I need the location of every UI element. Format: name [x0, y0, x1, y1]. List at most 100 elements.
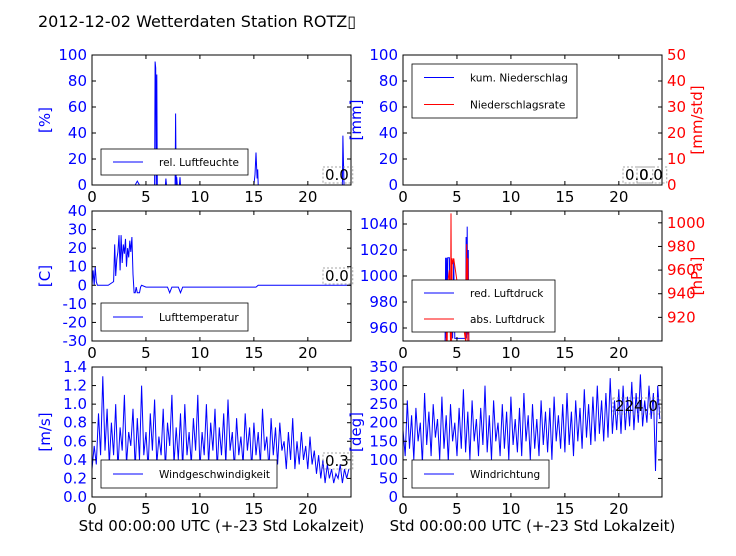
temperature-value-box-text: 0.0 — [325, 267, 349, 285]
pressure-y2-tick-label: 920 — [667, 308, 696, 326]
precipitation-y2-tick-label: 50 — [667, 46, 686, 64]
pressure-x-tick-label: 20 — [609, 344, 628, 362]
temperature-y-tick-label: 20 — [68, 239, 87, 257]
wind_speed-y-tick-label: 0.8 — [63, 414, 87, 432]
precipitation-axes-frame — [402, 54, 663, 186]
humidity-y-axis-label: [%] — [36, 107, 54, 133]
precipitation-y2-tick-label: 20 — [667, 124, 686, 142]
temperature-value-box-frame — [322, 267, 354, 285]
wind_speed-y-tick-label: 1.2 — [63, 377, 87, 395]
humidity-value-box-frame — [322, 166, 354, 184]
precipitation-value-box-text: 0.0 — [639, 166, 663, 184]
wind_speed-series-line-0 — [92, 376, 350, 484]
pressure-y2-tick-label: 940 — [667, 285, 696, 303]
wind_speed-x-tick-label: 15 — [244, 500, 263, 518]
humidity-y-tick-label: 60 — [68, 98, 87, 116]
humidity-series-line-0 — [92, 61, 351, 185]
wind_direction-x-tick-label: 20 — [609, 500, 628, 518]
temperature-y-tick-label: -30 — [63, 332, 88, 350]
temperature-x-tick-label: 0 — [87, 344, 97, 362]
wind_direction-y-axis-label: [deg] — [347, 412, 365, 452]
temperature-y-axis-label: [C] — [36, 265, 54, 287]
temperature-legend-label: Lufttemperatur — [159, 312, 239, 324]
pressure-x-tick-label: 5 — [452, 344, 462, 362]
temperature-x-tick-label: 5 — [141, 344, 151, 362]
pressure-y-tick-label: 1040 — [360, 215, 398, 233]
wind_direction-y-tick-label: 200 — [369, 414, 398, 432]
temperature-y-tick-label: 30 — [68, 221, 87, 239]
wind_speed-y-tick-label: 0.2 — [63, 469, 87, 487]
wind_speed-y-tick-label: 0.4 — [63, 451, 87, 469]
pressure-y-tick-label: 1020 — [360, 241, 398, 259]
temperature-x-tick-label: 15 — [244, 344, 263, 362]
precipitation-x-tick-label: 15 — [555, 188, 574, 206]
humidity-y-tick-label: 80 — [68, 72, 87, 90]
pressure-x-tick-label: 10 — [501, 344, 520, 362]
pressure-y-tick-label: 980 — [369, 293, 398, 311]
humidity-x-tick-label: 5 — [141, 188, 151, 206]
wind_speed-x-tick-label: 10 — [190, 500, 209, 518]
wind_direction-x-tick-label: 10 — [501, 500, 520, 518]
humidity-x-tick-label: 20 — [298, 188, 317, 206]
temperature-y-tick-label: 0 — [77, 276, 87, 294]
wind_speed-x-axis-label: Std 00:00:00 UTC (+-23 Std Lokalzeit) — [79, 517, 365, 535]
humidity-legend-label: rel. Luftfeuchte — [159, 157, 239, 169]
precipitation-x-tick-label: 0 — [398, 188, 408, 206]
pressure-legend-label: abs. Luftdruck — [470, 314, 546, 326]
wind_speed-x-tick-label: 5 — [141, 500, 151, 518]
wind_speed-y-tick-label: 1.4 — [63, 358, 87, 376]
temperature-y-tick-label: 40 — [68, 202, 87, 220]
wind_direction-y-tick-label: 100 — [369, 451, 398, 469]
humidity-y-tick-label: 20 — [68, 150, 87, 168]
temperature-x-tick-label: 10 — [190, 344, 209, 362]
wind_speed-y-tick-label: 0.0 — [63, 488, 87, 506]
precipitation-y2-tick-label: 0 — [667, 176, 677, 194]
precipitation-y-tick-label: 40 — [379, 124, 398, 142]
humidity-y-tick-label: 0 — [77, 176, 87, 194]
precipitation-y2-axis-label: [mm/std] — [688, 85, 706, 154]
wind_direction-y-tick-label: 350 — [369, 358, 398, 376]
precipitation-legend-box — [411, 63, 578, 119]
wind_speed-legend-label: Windgeschwindigkeit — [159, 469, 270, 481]
precipitation-y-tick-label: 0 — [388, 176, 398, 194]
precipitation-legend-label: Niederschlagsrate — [470, 100, 565, 112]
precipitation-x-tick-label: 20 — [609, 188, 628, 206]
wind_speed-y-tick-label: 1.0 — [63, 395, 87, 413]
temperature-x-tick-label: 20 — [298, 344, 317, 362]
wind_direction-x-tick-label: 0 — [398, 500, 408, 518]
precipitation-x-tick-label: 5 — [452, 188, 462, 206]
wind_direction-y-tick-label: 300 — [369, 377, 398, 395]
pressure-legend-label: red. Luftdruck — [470, 288, 544, 300]
pressure-y2-axis-label: [hPa] — [688, 257, 706, 296]
precipitation-y-tick-label: 80 — [379, 72, 398, 90]
temperature-series-line-0 — [92, 235, 351, 295]
wind_direction-x-axis-label: Std 00:00:00 UTC (+-23 Std Lokalzeit) — [390, 517, 676, 535]
wind_direction-value-box-frame — [612, 397, 661, 415]
wind_direction-x-tick-label: 15 — [555, 500, 574, 518]
precipitation-y2-tick-label: 10 — [667, 150, 686, 168]
temperature-y-tick-label: 10 — [68, 258, 87, 276]
wind_speed-y-axis-label: [m/s] — [36, 412, 54, 451]
precipitation-value-box-frame — [636, 166, 668, 184]
wind_speed-value-box-text: 0.3 — [325, 452, 349, 470]
precipitation-y2-tick-label: 40 — [667, 72, 686, 90]
temperature-axes-frame — [91, 210, 352, 342]
wind_direction-y-tick-label: 0 — [388, 488, 398, 506]
figure-title: 2012-12-02 Wetterdaten Station ROTZ▯ — [38, 12, 356, 31]
precipitation-y-axis-label: [mm] — [347, 100, 365, 141]
pressure-y2-tick-label: 980 — [667, 237, 696, 255]
wind_direction-y-tick-label: 50 — [379, 469, 398, 487]
humidity-x-tick-label: 10 — [190, 188, 209, 206]
wind_speed-axes-frame — [91, 366, 352, 498]
wind_speed-x-tick-label: 0 — [87, 500, 97, 518]
wind_speed-x-tick-label: 20 — [298, 500, 317, 518]
temperature-y-tick-label: -10 — [63, 295, 88, 313]
humidity-x-tick-label: 15 — [244, 188, 263, 206]
wind_direction-axes-frame — [402, 366, 663, 498]
precipitation-x-tick-label: 10 — [501, 188, 520, 206]
humidity-y-tick-label: 100 — [58, 46, 87, 64]
precipitation-value-box-text: 0.0 — [625, 166, 649, 184]
humidity-x-tick-label: 0 — [87, 188, 97, 206]
precipitation-y2-tick-label: 30 — [667, 98, 686, 116]
